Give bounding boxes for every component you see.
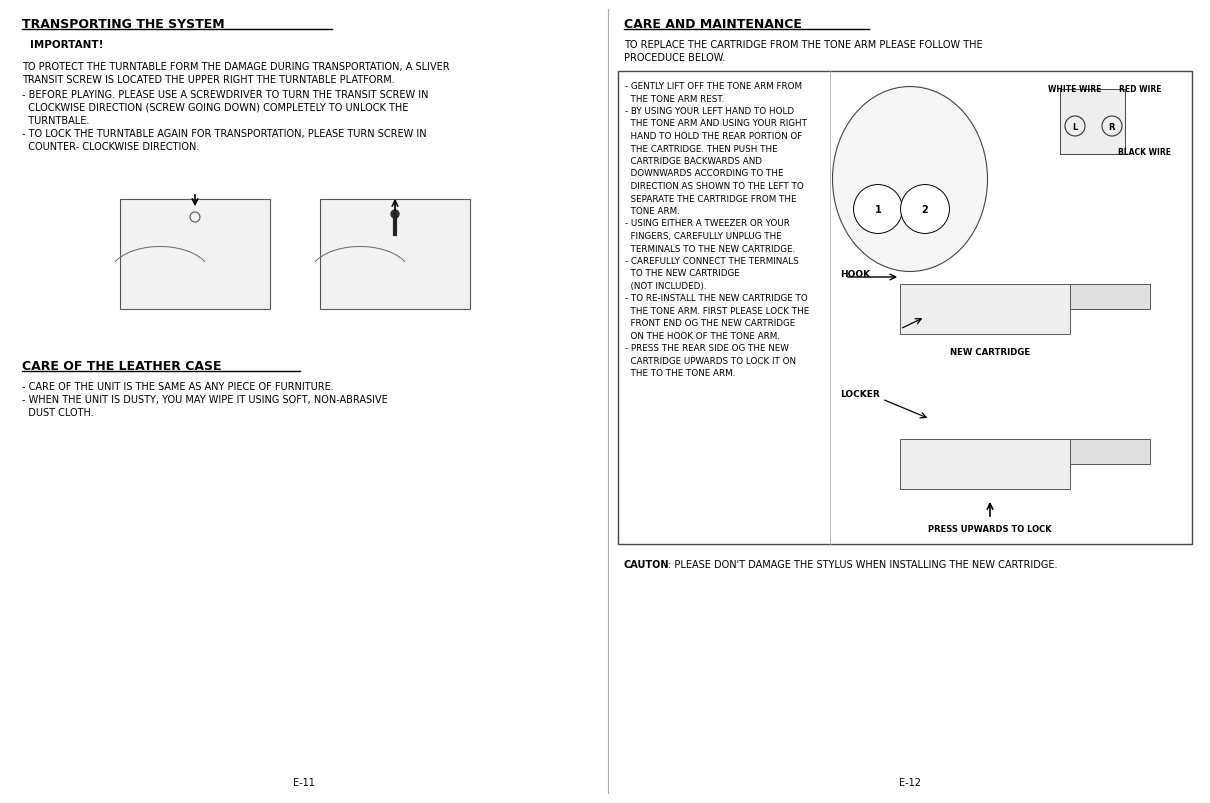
Text: CARE AND MAINTENANCE: CARE AND MAINTENANCE xyxy=(624,18,802,31)
Text: CLOCKWISE DIRECTION (SCREW GOING DOWN) COMPLETELY TO UNLOCK THE: CLOCKWISE DIRECTION (SCREW GOING DOWN) C… xyxy=(22,103,409,113)
Text: DIRECTION AS SHOWN TO THE LEFT TO: DIRECTION AS SHOWN TO THE LEFT TO xyxy=(626,181,803,191)
Text: CARTRIDGE UPWARDS TO LOCK IT ON: CARTRIDGE UPWARDS TO LOCK IT ON xyxy=(626,357,796,365)
Text: - TO LOCK THE TURNTABLE AGAIN FOR TRANSPORTATION, PLEASE TURN SCREW IN: - TO LOCK THE TURNTABLE AGAIN FOR TRANSP… xyxy=(22,128,427,139)
Text: WHITE WIRE: WHITE WIRE xyxy=(1048,85,1101,94)
Text: THE TO THE TONE ARM.: THE TO THE TONE ARM. xyxy=(626,369,736,378)
Text: TRANSIT SCREW IS LOCATED THE UPPER RIGHT THE TURNTABLE PLATFORM.: TRANSIT SCREW IS LOCATED THE UPPER RIGHT… xyxy=(22,75,394,85)
Text: PRESS UPWARDS TO LOCK: PRESS UPWARDS TO LOCK xyxy=(928,524,1051,533)
Ellipse shape xyxy=(832,88,987,272)
Text: DOWNWARDS ACCORDING TO THE: DOWNWARDS ACCORDING TO THE xyxy=(626,169,784,178)
Text: E-12: E-12 xyxy=(899,777,921,787)
Text: 2: 2 xyxy=(922,205,928,214)
Text: CAUTON: CAUTON xyxy=(624,560,669,569)
Text: SEPARATE THE CARTRIDGE FROM THE: SEPARATE THE CARTRIDGE FROM THE xyxy=(626,194,796,203)
Text: ON THE HOOK OF THE TONE ARM.: ON THE HOOK OF THE TONE ARM. xyxy=(626,332,780,340)
Text: - GENTLY LIFT OFF THE TONE ARM FROM: - GENTLY LIFT OFF THE TONE ARM FROM xyxy=(626,82,802,91)
Text: BLACK WIRE: BLACK WIRE xyxy=(1118,148,1171,157)
Text: THE TONE ARM. FIRST PLEASE LOCK THE: THE TONE ARM. FIRST PLEASE LOCK THE xyxy=(626,307,809,316)
Text: IMPORTANT!: IMPORTANT! xyxy=(30,40,104,50)
Text: LOCKER: LOCKER xyxy=(840,389,880,398)
FancyBboxPatch shape xyxy=(1070,439,1150,464)
Text: TO PROTECT THE TURNTABLE FORM THE DAMAGE DURING TRANSPORTATION, A SLIVER: TO PROTECT THE TURNTABLE FORM THE DAMAGE… xyxy=(22,62,450,72)
Text: CARE OF THE LEATHER CASE: CARE OF THE LEATHER CASE xyxy=(22,360,221,373)
Text: HAND TO HOLD THE REAR PORTION OF: HAND TO HOLD THE REAR PORTION OF xyxy=(626,132,802,141)
Text: THE TONE ARM AND USING YOUR RIGHT: THE TONE ARM AND USING YOUR RIGHT xyxy=(626,120,807,128)
FancyBboxPatch shape xyxy=(1070,284,1150,310)
Text: - USING EITHER A TWEEZER OR YOUR: - USING EITHER A TWEEZER OR YOUR xyxy=(626,219,790,228)
Text: TERMINALS TO THE NEW CARTRIDGE.: TERMINALS TO THE NEW CARTRIDGE. xyxy=(626,244,795,253)
Text: : PLEASE DON'T DAMAGE THE STYLUS WHEN INSTALLING THE NEW CARTRIDGE.: : PLEASE DON'T DAMAGE THE STYLUS WHEN IN… xyxy=(668,560,1058,569)
Text: TURNTBALE.: TURNTBALE. xyxy=(22,116,90,126)
Text: 1: 1 xyxy=(875,205,881,214)
Text: - BY USING YOUR LEFT HAND TO HOLD: - BY USING YOUR LEFT HAND TO HOLD xyxy=(626,107,794,116)
FancyBboxPatch shape xyxy=(120,200,270,310)
FancyBboxPatch shape xyxy=(319,200,469,310)
Text: FRONT END OG THE NEW CARTRIDGE: FRONT END OG THE NEW CARTRIDGE xyxy=(626,319,795,328)
Text: THE TONE ARM REST.: THE TONE ARM REST. xyxy=(626,95,725,104)
Text: L: L xyxy=(1072,122,1078,132)
FancyBboxPatch shape xyxy=(1060,90,1125,155)
Text: R: R xyxy=(1108,122,1116,132)
Text: - BEFORE PLAYING. PLEASE USE A SCREWDRIVER TO TURN THE TRANSIT SCREW IN: - BEFORE PLAYING. PLEASE USE A SCREWDRIV… xyxy=(22,90,428,100)
Text: TO THE NEW CARTRIDGE: TO THE NEW CARTRIDGE xyxy=(626,269,739,278)
Text: THE CARTRIDGE. THEN PUSH THE: THE CARTRIDGE. THEN PUSH THE xyxy=(626,145,778,153)
FancyBboxPatch shape xyxy=(618,72,1192,544)
Text: (NOT INCLUDED).: (NOT INCLUDED). xyxy=(626,282,707,291)
Text: DUST CLOTH.: DUST CLOTH. xyxy=(22,407,93,418)
Text: TO REPLACE THE CARTRIDGE FROM THE TONE ARM PLEASE FOLLOW THE: TO REPLACE THE CARTRIDGE FROM THE TONE A… xyxy=(624,40,983,50)
Text: CARTRIDGE BACKWARDS AND: CARTRIDGE BACKWARDS AND xyxy=(626,157,762,165)
Text: TRANSPORTING THE SYSTEM: TRANSPORTING THE SYSTEM xyxy=(22,18,225,31)
Text: - WHEN THE UNIT IS DUSTY, YOU MAY WIPE IT USING SOFT, NON-ABRASIVE: - WHEN THE UNIT IS DUSTY, YOU MAY WIPE I… xyxy=(22,394,387,405)
Circle shape xyxy=(391,210,399,218)
Text: COUNTER- CLOCKWISE DIRECTION.: COUNTER- CLOCKWISE DIRECTION. xyxy=(22,142,200,152)
Text: - CAREFULLY CONNECT THE TERMINALS: - CAREFULLY CONNECT THE TERMINALS xyxy=(626,257,799,266)
Text: - TO RE-INSTALL THE NEW CARTRIDGE TO: - TO RE-INSTALL THE NEW CARTRIDGE TO xyxy=(626,294,808,303)
Text: - PRESS THE REAR SIDE OG THE NEW: - PRESS THE REAR SIDE OG THE NEW xyxy=(626,344,789,353)
Text: HOOK: HOOK xyxy=(840,270,870,279)
FancyBboxPatch shape xyxy=(900,439,1070,489)
Text: RED WIRE: RED WIRE xyxy=(1119,85,1162,94)
Text: PROCEDUCE BELOW.: PROCEDUCE BELOW. xyxy=(624,53,725,63)
FancyBboxPatch shape xyxy=(900,284,1070,335)
Text: FINGERS, CAREFULLY UNPLUG THE: FINGERS, CAREFULLY UNPLUG THE xyxy=(626,232,782,241)
Text: - CARE OF THE UNIT IS THE SAME AS ANY PIECE OF FURNITURE.: - CARE OF THE UNIT IS THE SAME AS ANY PI… xyxy=(22,381,334,392)
Text: E-11: E-11 xyxy=(293,777,315,787)
Text: NEW CARTRIDGE: NEW CARTRIDGE xyxy=(950,348,1030,357)
Text: TONE ARM.: TONE ARM. xyxy=(626,206,680,216)
